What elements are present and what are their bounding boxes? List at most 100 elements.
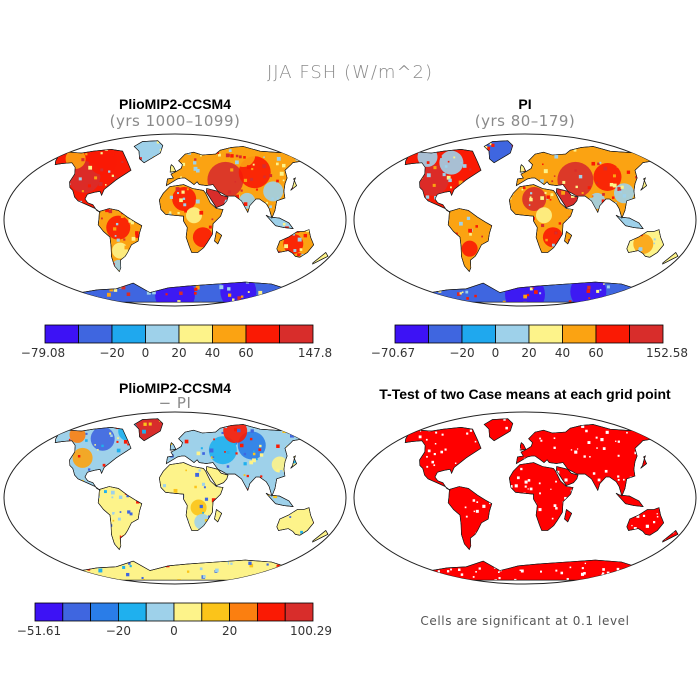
coastline-greenland [133, 418, 164, 442]
grid-cell [683, 178, 686, 181]
coastline-newzealand [662, 530, 679, 543]
coastline-australia [276, 507, 315, 536]
grid-cell [448, 178, 452, 183]
grid-cell [656, 419, 659, 422]
grid-cell [378, 147, 380, 149]
map-panel-2 [353, 133, 697, 307]
grid-cell [587, 285, 591, 290]
grid-cell [584, 302, 588, 303]
grid-cell [426, 173, 431, 178]
grid-cell [233, 428, 238, 432]
grid-cell [116, 238, 120, 242]
grid-cell [688, 138, 692, 142]
grid-cell [234, 443, 237, 446]
grid-cell [114, 235, 117, 237]
grid-cell [182, 197, 186, 200]
grid-cell [113, 227, 117, 231]
grid-cell [603, 166, 608, 171]
colorbar-1-swatch [212, 324, 247, 344]
grid-cell [143, 422, 147, 426]
grid-cell [626, 431, 628, 434]
colorbar-1-tick-label: 20 [171, 346, 186, 360]
grid-cell [113, 535, 116, 538]
grid-cell [116, 440, 119, 443]
grid-cell [475, 509, 479, 513]
grid-cell [161, 197, 163, 199]
grid-cell [615, 202, 617, 204]
grid-cell [413, 151, 416, 154]
grid-cell [529, 197, 533, 202]
field-patch [185, 207, 202, 224]
grid-cell [234, 181, 237, 183]
grid-cell [644, 294, 649, 298]
grid-cell [596, 447, 598, 449]
grid-cell [597, 478, 601, 482]
grid-cell [646, 432, 649, 436]
grid-cell [666, 144, 671, 148]
coastline-africa [508, 462, 574, 531]
grid-cell [276, 247, 280, 251]
grid-cell [450, 568, 452, 571]
grid-cell [60, 433, 64, 436]
grid-cell [55, 293, 59, 298]
grid-cell [416, 292, 419, 296]
grid-cell [55, 431, 58, 434]
grid-cell [36, 578, 39, 581]
grid-cell [673, 575, 676, 578]
grid-cell [478, 567, 481, 570]
colorbar-3-swatch [229, 602, 258, 622]
grid-cell [108, 209, 113, 214]
grid-cell [108, 170, 111, 173]
grid-cell [20, 151, 24, 155]
grid-cell [102, 463, 106, 467]
grid-cell [603, 283, 605, 285]
grid-cell [97, 449, 99, 451]
grid-cell [26, 139, 28, 141]
grid-cell [132, 240, 136, 244]
grid-cell [564, 496, 567, 500]
grid-cell [269, 207, 273, 212]
grid-cell [198, 176, 201, 179]
grid-cell [237, 296, 242, 300]
grid-cell [546, 195, 550, 199]
coastline-indonesia [265, 492, 294, 507]
grid-cell [291, 424, 294, 427]
grid-cell [276, 449, 279, 452]
grid-cell [307, 565, 312, 570]
field-patch [543, 150, 564, 171]
grid-cell [128, 219, 132, 223]
coastline-northAmerica [54, 426, 132, 491]
grid-cell [609, 182, 614, 187]
grid-cell [252, 163, 255, 166]
grid-cell [489, 143, 492, 146]
grid-cell [626, 424, 628, 427]
grid-cell [444, 448, 447, 451]
colorbar-2-min-label: −70.67 [371, 346, 415, 360]
grid-cell [22, 436, 26, 440]
grid-cell [50, 149, 54, 153]
grid-cell [19, 163, 22, 166]
coastline-eurasia [165, 424, 305, 498]
grid-cell [566, 577, 569, 581]
grid-cell [206, 480, 209, 484]
grid-cell [81, 190, 84, 193]
grid-cell [659, 422, 663, 426]
grid-cell [656, 515, 659, 518]
grid-cell [379, 563, 381, 565]
grid-cell [39, 287, 41, 289]
grid-cell [482, 504, 486, 508]
grid-cell [280, 297, 283, 300]
grid-cell [581, 424, 585, 428]
coastline-indonesia [615, 492, 644, 507]
grid-cell [269, 174, 273, 178]
grid-cell [14, 438, 18, 442]
grid-cell [554, 154, 559, 159]
grid-cell [193, 161, 197, 165]
colorbar-2-tick-label: 20 [521, 346, 536, 360]
colorbar-3-swatch [62, 602, 91, 622]
grid-cell [131, 236, 136, 241]
grid-cell [520, 467, 523, 471]
grid-cell [183, 203, 187, 207]
grid-cell [35, 419, 37, 421]
grid-cell [472, 576, 475, 578]
